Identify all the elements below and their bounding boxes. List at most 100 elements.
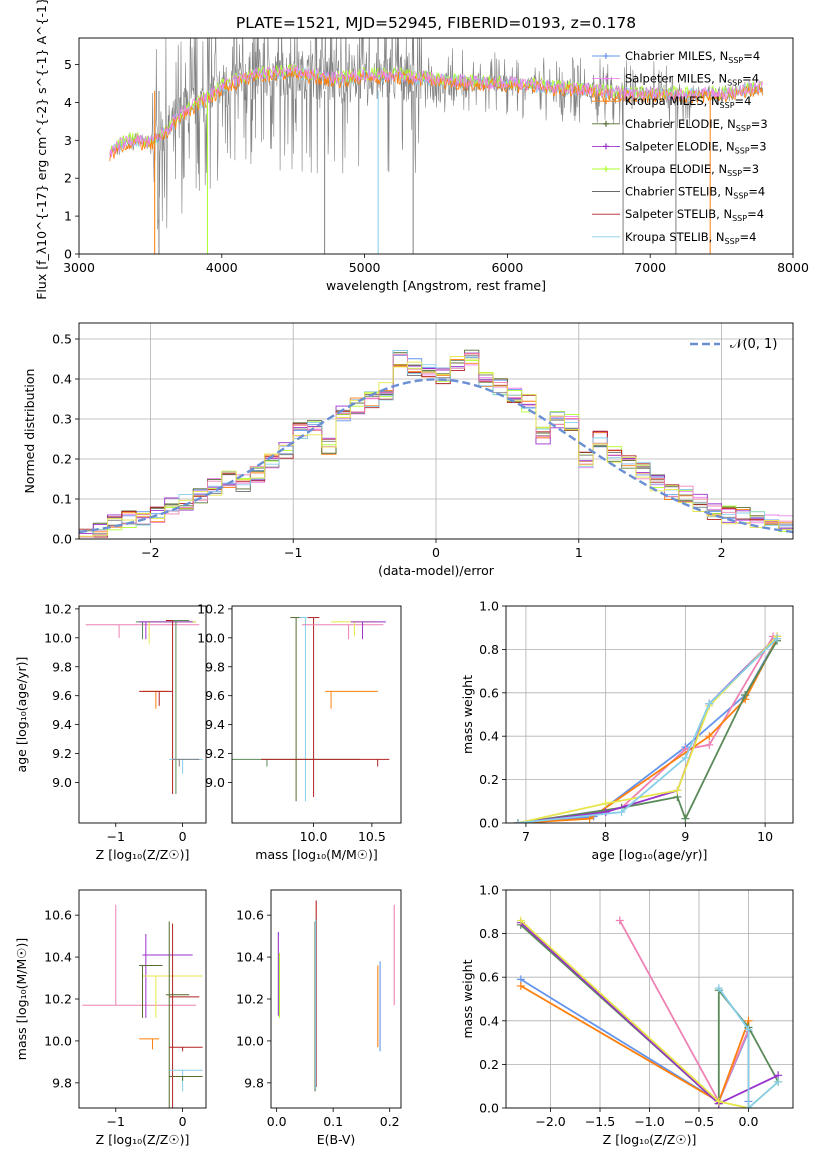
axes-frame (78, 605, 207, 824)
x-tick-label: 1 (575, 545, 583, 560)
y-tick-label: 1.0 (479, 599, 499, 614)
weight-series-line (718, 987, 779, 1108)
y-tick-label: 0.4 (479, 729, 499, 744)
legend-entry-text: Chabrier STELIB, NSSP=4 (625, 185, 765, 201)
weight-series-line (517, 635, 778, 823)
y-tick-label: 3 (64, 133, 72, 148)
plus-marker (617, 808, 626, 817)
y-tick-label: 9.6 (52, 688, 72, 703)
x-tick-label: 3000 (63, 260, 95, 275)
y-tick-label: 10.0 (44, 630, 72, 645)
x-tick-label: 0.0 (739, 1114, 759, 1129)
y-axis-label: age [log₁₀(age/yr)] (14, 657, 29, 773)
gaussian-curve (79, 378, 793, 534)
x-tick-label: 0.2 (380, 1114, 400, 1129)
y-tick-label: 10.4 (236, 950, 264, 965)
plus-marker (741, 690, 750, 699)
plus-marker (603, 75, 609, 82)
x-tick-label: −0.5 (684, 1114, 714, 1129)
y-tick-label: 4 (64, 95, 72, 110)
spectrum-model-line (109, 63, 763, 158)
y-tick-label: 0.1 (52, 492, 72, 507)
y-tick-label: 10.0 (197, 630, 225, 645)
y-tick-label: 9.6 (205, 688, 225, 703)
plot-area-age_vs_mass (232, 617, 390, 802)
x-axis-label: Z [log₁₀(Z/Z☉)] (96, 847, 190, 862)
x-tick-label: 0 (432, 545, 440, 560)
plus-marker (513, 819, 522, 823)
y-tick-label: 10.6 (236, 908, 264, 923)
x-tick-label: 8 (602, 829, 610, 844)
plus-marker (714, 984, 723, 993)
y-tick-label: 0.8 (479, 926, 499, 941)
x-tick-label: −2 (141, 545, 159, 560)
y-tick-label: 1.0 (479, 883, 499, 898)
y-axis-label: Normed distribution (22, 369, 37, 494)
legend-subscript: SSP (735, 146, 750, 155)
y-axis-label: mass weight (460, 675, 475, 754)
plot-mass_vs_Z: −1 0 9.8 10.0 10.2 10.4 10.6 Z [log₁₀(Z/Z☉)] mas… (14, 889, 207, 1147)
y-tick-label: 0.6 (479, 685, 499, 700)
plot-area-massweight_vs_age (513, 632, 782, 823)
x-axis-label: (data-model)/error (378, 563, 495, 578)
y-tick-label: 9.0 (52, 775, 72, 790)
plot-area-massweight_vs_Z (516, 916, 783, 1108)
y-tick-label: 9.4 (52, 717, 72, 732)
x-tick-label: 6000 (491, 260, 523, 275)
legend-subscript: SSP (728, 56, 743, 65)
y-tick-label: 10.0 (236, 1033, 264, 1048)
plus-marker (705, 732, 714, 741)
plus-marker (705, 740, 714, 749)
plus-marker (601, 799, 610, 808)
x-tick-label: 0.0 (267, 1114, 287, 1129)
x-tick-label: 5000 (349, 260, 381, 275)
x-tick-label: 7000 (634, 260, 666, 275)
legend-entry-text: Salpeter MILES, NSSP=4 (625, 72, 759, 88)
y-tick-label: 1 (64, 209, 72, 224)
legend-subscript: SSP (736, 124, 751, 133)
y-tick-label: 9.8 (52, 659, 72, 674)
plus-marker (516, 916, 525, 925)
axes-frame (505, 889, 794, 1109)
plot-area-mass_vs_Z (82, 904, 203, 1108)
legend-entry-text: Chabrier MILES, NSSP=4 (625, 49, 760, 65)
plus-marker (673, 786, 682, 795)
plus-marker (681, 814, 690, 823)
legend-suffix: =3 (750, 139, 767, 153)
weight-series-line (517, 640, 778, 823)
legend-entry-text: Salpeter ELODIE, NSSP=3 (625, 139, 767, 155)
x-tick-label: −2.0 (535, 1114, 565, 1129)
plus-marker (615, 916, 624, 925)
x-tick-label: 0 (179, 829, 187, 844)
plot-area-spectrum (109, 38, 763, 254)
legend-suffix: =4 (740, 230, 757, 244)
y-tick-label: 0.2 (479, 1057, 499, 1072)
y-tick-label: 0.6 (479, 970, 499, 985)
y-tick-label: 10.2 (44, 601, 72, 616)
plus-marker (744, 1104, 753, 1108)
y-tick-label: 9.4 (205, 717, 225, 732)
x-axis-label: age [log₁₀(age/yr)] (592, 847, 708, 862)
legend-subscript: SSP (727, 79, 742, 88)
y-tick-label: 9.8 (205, 659, 225, 674)
x-tick-label: 9 (681, 829, 689, 844)
plot-massweight_vs_Z: −2.0 −1.5 −1.0 −0.5 0.0 0.0 0.2 0.4 0.6 0.8 1.0 Z [… (460, 883, 794, 1147)
y-tick-label: 10.2 (236, 992, 264, 1007)
plot-mass_vs_ebv: 0.0 0.1 0.2 9.8 10.0 10.2 10.4 10.6 E(B-V) (236, 889, 402, 1147)
plus-marker (603, 53, 609, 59)
plus-marker (601, 808, 610, 817)
x-tick-label: 0 (179, 1114, 187, 1129)
legend-entry-text: Chabrier ELODIE, NSSP=3 (625, 117, 768, 133)
x-tick-label: 7 (522, 829, 530, 844)
y-axis-label: Flux [f_λ10^{-17} erg cm^{-2} s^{-1} A^{… (34, 0, 49, 300)
x-axis-label: mass [log₁₀(M/M☉)] (255, 847, 377, 862)
plus-marker (603, 143, 609, 150)
y-tick-label: 0.0 (479, 1101, 499, 1116)
y-tick-label: 5 (64, 57, 72, 72)
plus-marker (714, 1097, 723, 1106)
y-axis-label: mass weight (460, 959, 475, 1038)
legend-subscript: SSP (733, 192, 748, 201)
y-tick-label: 0.8 (479, 642, 499, 657)
y-tick-label: 10.0 (44, 1033, 72, 1048)
figure-title: PLATE=1521, MJD=52945, FIBERID=0193, z=0… (236, 14, 636, 32)
